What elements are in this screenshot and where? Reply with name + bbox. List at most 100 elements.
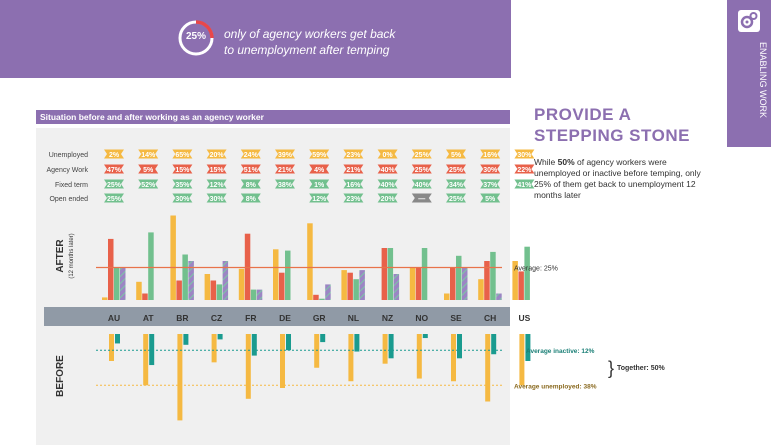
- after-bar: [238, 268, 245, 300]
- before-bar: [143, 334, 149, 386]
- before-bar: [348, 334, 354, 382]
- status-tag: [514, 149, 535, 159]
- status-tag: [411, 193, 432, 203]
- after-bar: [285, 250, 291, 300]
- after-bar: [462, 267, 468, 300]
- after-bar: [393, 274, 400, 300]
- body-text-highlight: 50%: [557, 157, 575, 167]
- status-tag: [104, 193, 124, 203]
- after-bar: [347, 272, 353, 300]
- before-bar: [519, 334, 525, 386]
- status-tag-label: 25%: [107, 196, 122, 203]
- status-tag: [343, 149, 364, 159]
- before-bar: [280, 334, 285, 388]
- status-tag-label: 15%: [175, 167, 190, 174]
- status-tag: [206, 193, 227, 203]
- status-tag-label: 12%: [312, 196, 327, 203]
- status-tag: [480, 193, 501, 203]
- before-bar: [177, 334, 183, 421]
- x-tick-label: NO: [415, 313, 428, 323]
- status-tag-label: 34%: [449, 182, 464, 189]
- after-subtitle: (12 months later): [69, 233, 75, 278]
- after-bar: [496, 293, 502, 300]
- after-bar: [176, 280, 182, 300]
- status-tag-label: 30%: [175, 196, 190, 203]
- status-tag-label: 35%: [175, 182, 190, 189]
- status-tag-label: 25%: [415, 167, 430, 174]
- status-tag-label: 12%: [210, 182, 225, 189]
- before-average-inactive-label: Average inactive: 12%: [526, 348, 595, 355]
- status-tag: [446, 164, 466, 174]
- before-bar: [314, 334, 320, 368]
- after-bar: [204, 274, 211, 300]
- before-title: BEFORE: [55, 355, 66, 397]
- status-tag-label: 65%: [175, 152, 190, 159]
- status-tag-label: 25%: [107, 182, 122, 189]
- status-tag: [480, 164, 501, 174]
- after-bar: [244, 233, 251, 300]
- after-bar: [256, 289, 263, 300]
- x-tick-label: CH: [484, 313, 496, 323]
- body-text-pre: While: [534, 157, 558, 167]
- status-tag: [411, 164, 432, 174]
- status-tag-label: 38%: [278, 182, 293, 189]
- body-text: While 50% of agency workers were unemplo…: [534, 157, 704, 201]
- banner-text-line-2: to unemployment after temping: [224, 43, 390, 57]
- status-row-label: Open ended: [49, 196, 88, 203]
- status-tag: [138, 149, 159, 159]
- headline-line-1: PROVIDE A: [534, 105, 632, 124]
- status-tag-label: 30%: [517, 152, 532, 159]
- status-tag: [240, 179, 261, 189]
- side-tab-label: ENABLING WORK: [758, 42, 768, 119]
- after-bar: [512, 261, 518, 300]
- after-bar: [319, 298, 325, 300]
- before-bar: [416, 334, 422, 379]
- before-bar: [457, 334, 462, 359]
- before-bar: [388, 334, 394, 359]
- after-bar: [450, 267, 456, 300]
- after-bar: [222, 261, 229, 300]
- status-tag-label: 25%: [415, 152, 430, 159]
- status-tag: [480, 179, 501, 189]
- x-tick-label: US: [518, 313, 530, 323]
- status-tag: [377, 149, 398, 159]
- before-bar: [451, 334, 456, 382]
- after-bar: [478, 279, 484, 300]
- status-tag: [275, 149, 295, 159]
- status-tag: [206, 179, 227, 189]
- status-tag: [206, 164, 227, 174]
- before-bar: [217, 334, 223, 340]
- after-bar: [136, 281, 142, 300]
- status-tag-label: 14%: [141, 152, 156, 159]
- status-tag-label: 1%: [314, 182, 325, 189]
- after-bar: [456, 255, 462, 300]
- after-bar: [524, 246, 530, 300]
- before-bar: [485, 334, 491, 402]
- after-average-label: Average: 25%: [514, 266, 558, 273]
- status-tag-label: —: [418, 196, 425, 203]
- status-tag: [343, 164, 364, 174]
- before-bar: [354, 334, 360, 352]
- status-tag-label: 40%: [415, 182, 430, 189]
- status-tag: [172, 164, 193, 174]
- status-tag-label: 8%: [246, 182, 257, 189]
- after-bar: [102, 297, 108, 300]
- status-tag-label: 40%: [381, 167, 396, 174]
- status-tag: [240, 164, 261, 174]
- before-bar: [382, 334, 388, 364]
- after-bar: [313, 294, 319, 300]
- status-tag-label: 0%: [383, 152, 394, 159]
- before-bar: [183, 334, 189, 345]
- after-bar: [114, 267, 120, 300]
- status-tag-label: 24%: [244, 152, 259, 159]
- after-bar: [490, 251, 496, 300]
- after-bar: [120, 267, 126, 300]
- status-tag: [446, 179, 466, 189]
- after-bar: [142, 293, 148, 300]
- after-bar: [421, 248, 428, 300]
- after-bar: [188, 261, 194, 300]
- status-tag: [104, 149, 124, 159]
- gears-icon: [738, 10, 760, 32]
- status-tag-label: 25%: [449, 196, 464, 203]
- x-tick-label: AT: [143, 313, 155, 323]
